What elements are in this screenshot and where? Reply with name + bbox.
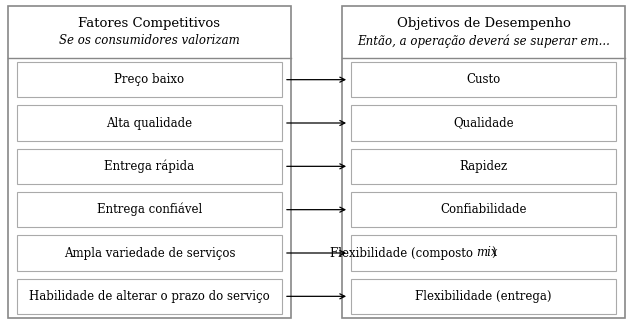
Text: Fatores Competitivos: Fatores Competitivos: [78, 17, 220, 30]
Bar: [17, 235, 282, 271]
Bar: [351, 105, 616, 141]
Bar: [351, 235, 616, 271]
Bar: [342, 6, 625, 318]
Text: Custo: Custo: [467, 73, 501, 86]
Text: ): ): [491, 247, 496, 260]
Bar: [17, 149, 282, 184]
Text: Confiabilidade: Confiabilidade: [440, 203, 527, 216]
Text: Ampla variedade de serviços: Ampla variedade de serviços: [64, 247, 235, 260]
Text: Habilidade de alterar o prazo do serviço: Habilidade de alterar o prazo do serviço: [29, 290, 270, 303]
Text: Entrega confiável: Entrega confiável: [97, 203, 202, 216]
Text: Então, a operação deverá se superar em...: Então, a operação deverá se superar em..…: [357, 34, 610, 48]
Text: Objetivos de Desempenho: Objetivos de Desempenho: [396, 17, 570, 30]
Text: Flexibilidade (composto: Flexibilidade (composto: [330, 247, 476, 260]
Text: Rapidez: Rapidez: [460, 160, 508, 173]
Bar: [17, 105, 282, 141]
Bar: [351, 62, 616, 97]
Bar: [17, 192, 282, 227]
Bar: [351, 279, 616, 314]
Bar: [17, 279, 282, 314]
Bar: [351, 149, 616, 184]
Bar: [17, 62, 282, 97]
Text: Preço baixo: Preço baixo: [115, 73, 185, 86]
Text: mix: mix: [476, 247, 498, 260]
Text: Alta qualidade: Alta qualidade: [106, 117, 192, 130]
Text: Flexibilidade (entrega): Flexibilidade (entrega): [415, 290, 552, 303]
Bar: [8, 6, 291, 318]
Text: Se os consumidores valorizam: Se os consumidores valorizam: [59, 34, 240, 48]
Text: Flexibilidade (composto mix): Flexibilidade (composto mix): [397, 247, 570, 260]
Text: Qualidade: Qualidade: [453, 117, 514, 130]
Text: Entrega rápida: Entrega rápida: [104, 160, 194, 173]
Bar: [351, 192, 616, 227]
